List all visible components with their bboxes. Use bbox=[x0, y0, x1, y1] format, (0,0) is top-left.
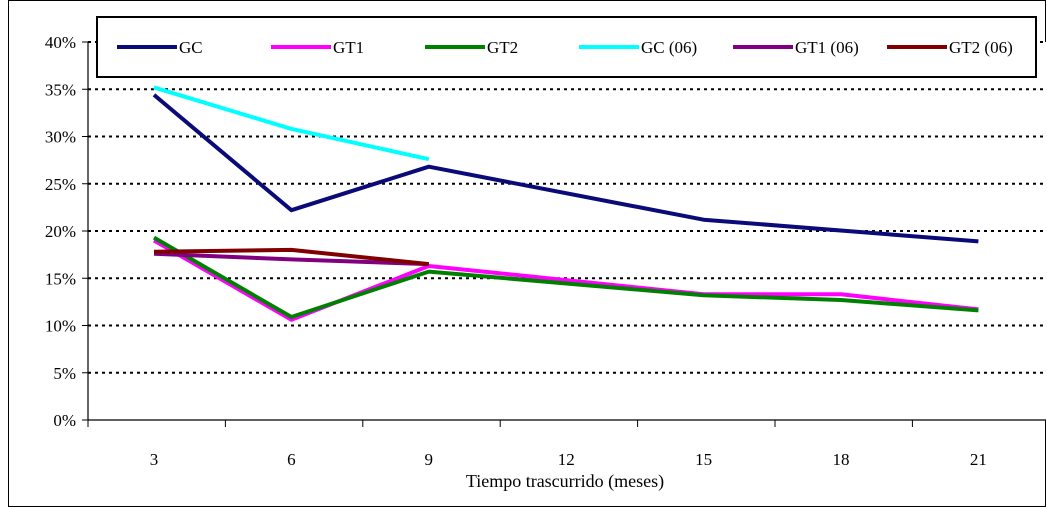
legend-label: GT1 bbox=[333, 38, 364, 57]
legend-label: GC bbox=[179, 38, 203, 57]
series-line bbox=[152, 93, 979, 244]
series-line bbox=[153, 247, 430, 267]
x-axis-title: Tiempo trascurrido (meses) bbox=[466, 471, 664, 492]
legend-label: GT1 (06) bbox=[795, 38, 859, 57]
y-tick-label: 40% bbox=[45, 33, 76, 52]
series-line bbox=[153, 251, 429, 267]
y-tick-label: 15% bbox=[45, 269, 76, 288]
y-tick-label: 10% bbox=[45, 317, 76, 336]
y-tick-label: 35% bbox=[45, 80, 76, 99]
legend-label: GT2 (06) bbox=[949, 38, 1013, 57]
y-tick-label: 25% bbox=[45, 175, 76, 194]
x-tick-label: 18 bbox=[833, 450, 850, 469]
legend-box bbox=[96, 16, 1037, 78]
y-tick-label: 20% bbox=[45, 222, 76, 241]
x-tick-label: 6 bbox=[287, 450, 296, 469]
y-tick-label: 0% bbox=[53, 411, 76, 430]
x-tick-label: 3 bbox=[150, 450, 159, 469]
legend: GC GT1 GT2 GC (06) GT1 (06) GT2 (06) bbox=[96, 16, 1037, 78]
x-ticks: 3 6 9 12 15 18 21 bbox=[87, 420, 987, 469]
series-lines bbox=[152, 85, 979, 322]
y-tick-label: 5% bbox=[53, 364, 76, 383]
legend-label: GT2 bbox=[487, 38, 518, 57]
x-tick-label: 21 bbox=[970, 450, 987, 469]
series-line bbox=[153, 85, 430, 162]
y-tick-label: 30% bbox=[45, 128, 76, 147]
legend-label: GC (06) bbox=[641, 38, 697, 57]
series-line bbox=[153, 238, 979, 322]
x-tick-label: 15 bbox=[695, 450, 712, 469]
y-ticks: 0% 5% 10% 15% 20% 25% 30% 35% 40% bbox=[45, 33, 88, 430]
series-line bbox=[152, 235, 979, 319]
x-tick-label: 9 bbox=[425, 450, 434, 469]
x-tick-label: 12 bbox=[558, 450, 575, 469]
